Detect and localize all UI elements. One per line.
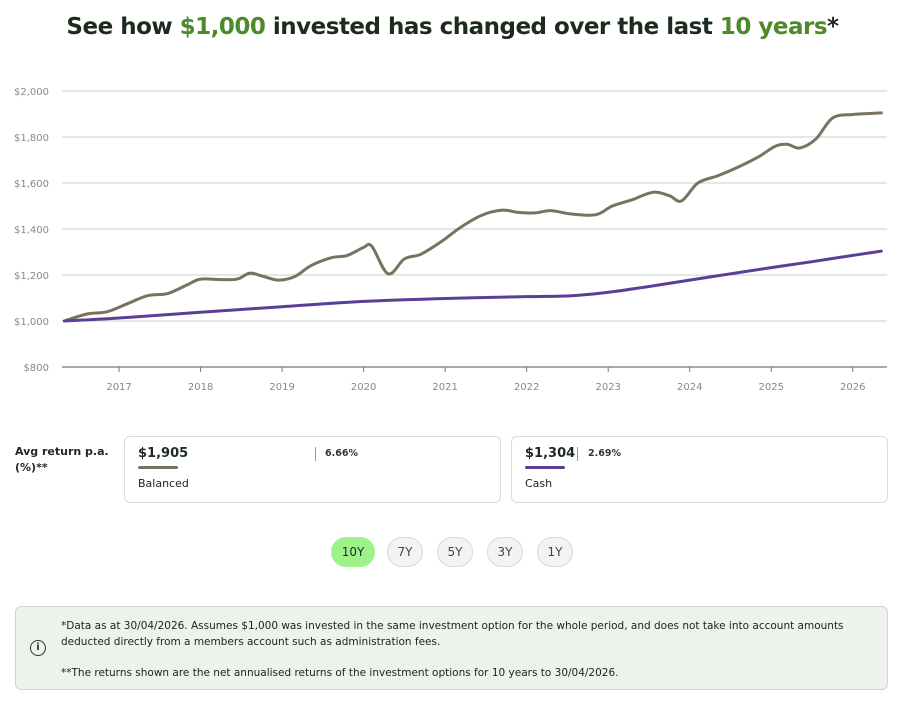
period-10y-button[interactable]: 10Y — [331, 537, 375, 567]
title-period: 10 years — [719, 14, 828, 40]
balanced-card[interactable]: $1,905 6.66% Balanced — [124, 436, 501, 503]
balanced-series-line — [62, 111, 883, 323]
balanced-return: 6.66% — [325, 448, 358, 459]
balanced-name: Balanced — [138, 477, 189, 490]
x-tick-label: 2026 — [840, 382, 865, 393]
y-tick-label: $2,000 — [14, 87, 49, 98]
y-tick-label: $1,200 — [14, 271, 49, 282]
title-suffix: * — [827, 14, 839, 40]
x-tick-label: 2020 — [351, 382, 376, 393]
balanced-swatch — [138, 466, 178, 469]
x-tick-label: 2023 — [595, 382, 620, 393]
title-amount: $1,000 — [179, 14, 266, 40]
disclaimer-note-1: *Data as at 30/04/2026. Assumes $1,000 w… — [61, 620, 844, 648]
y-tick-label: $1,600 — [14, 179, 49, 190]
growth-chart: $800 $1,000 $1,200 $1,400 $1,600 $1,800 $2,000… — [14, 87, 887, 393]
x-tick-label: 2021 — [432, 382, 457, 393]
page-title: See how $1,000 invested has changed over… — [0, 14, 905, 40]
x-tick-label: 2022 — [514, 382, 539, 393]
cash-value: $1,304 — [525, 446, 576, 461]
cash-name: Cash — [525, 477, 553, 490]
period-3y-button[interactable]: 3Y — [487, 537, 523, 567]
x-tick-label: 2017 — [106, 382, 131, 393]
title-part-1: See how — [66, 14, 180, 40]
cash-return: 2.69% — [588, 448, 621, 459]
x-tick-label: 2025 — [759, 382, 784, 393]
balanced-value: $1,905 — [138, 446, 189, 461]
cash-series-line — [62, 249, 883, 323]
cash-card[interactable]: $1,304 2.69% Cash — [511, 436, 888, 503]
period-selector: 10Y 7Y 5Y 3Y 1Y — [0, 537, 905, 569]
period-1y-button[interactable]: 1Y — [537, 537, 573, 567]
y-tick-label: $1,400 — [14, 225, 49, 236]
balanced-separator — [315, 447, 316, 461]
avg-return-label: Avg return p.a. (%)** — [15, 445, 109, 474]
y-tick-label: $800 — [24, 363, 49, 374]
info-icon: i — [30, 640, 46, 656]
cash-separator — [577, 447, 578, 461]
y-tick-label: $1,000 — [14, 317, 49, 328]
period-7y-button[interactable]: 7Y — [387, 537, 423, 567]
x-tick-label: 2018 — [188, 382, 213, 393]
y-tick-label: $1,800 — [14, 133, 49, 144]
x-tick-label: 2024 — [677, 382, 702, 393]
disclaimer-box: i *Data as at 30/04/2026. Assumes $1,000… — [15, 606, 888, 690]
title-part-2: invested has changed over the last — [265, 14, 720, 40]
disclaimer-note-2: **The returns shown are the net annualis… — [61, 667, 619, 679]
period-5y-button[interactable]: 5Y — [437, 537, 473, 567]
cash-swatch — [525, 466, 565, 469]
x-tick-label: 2019 — [269, 382, 294, 393]
